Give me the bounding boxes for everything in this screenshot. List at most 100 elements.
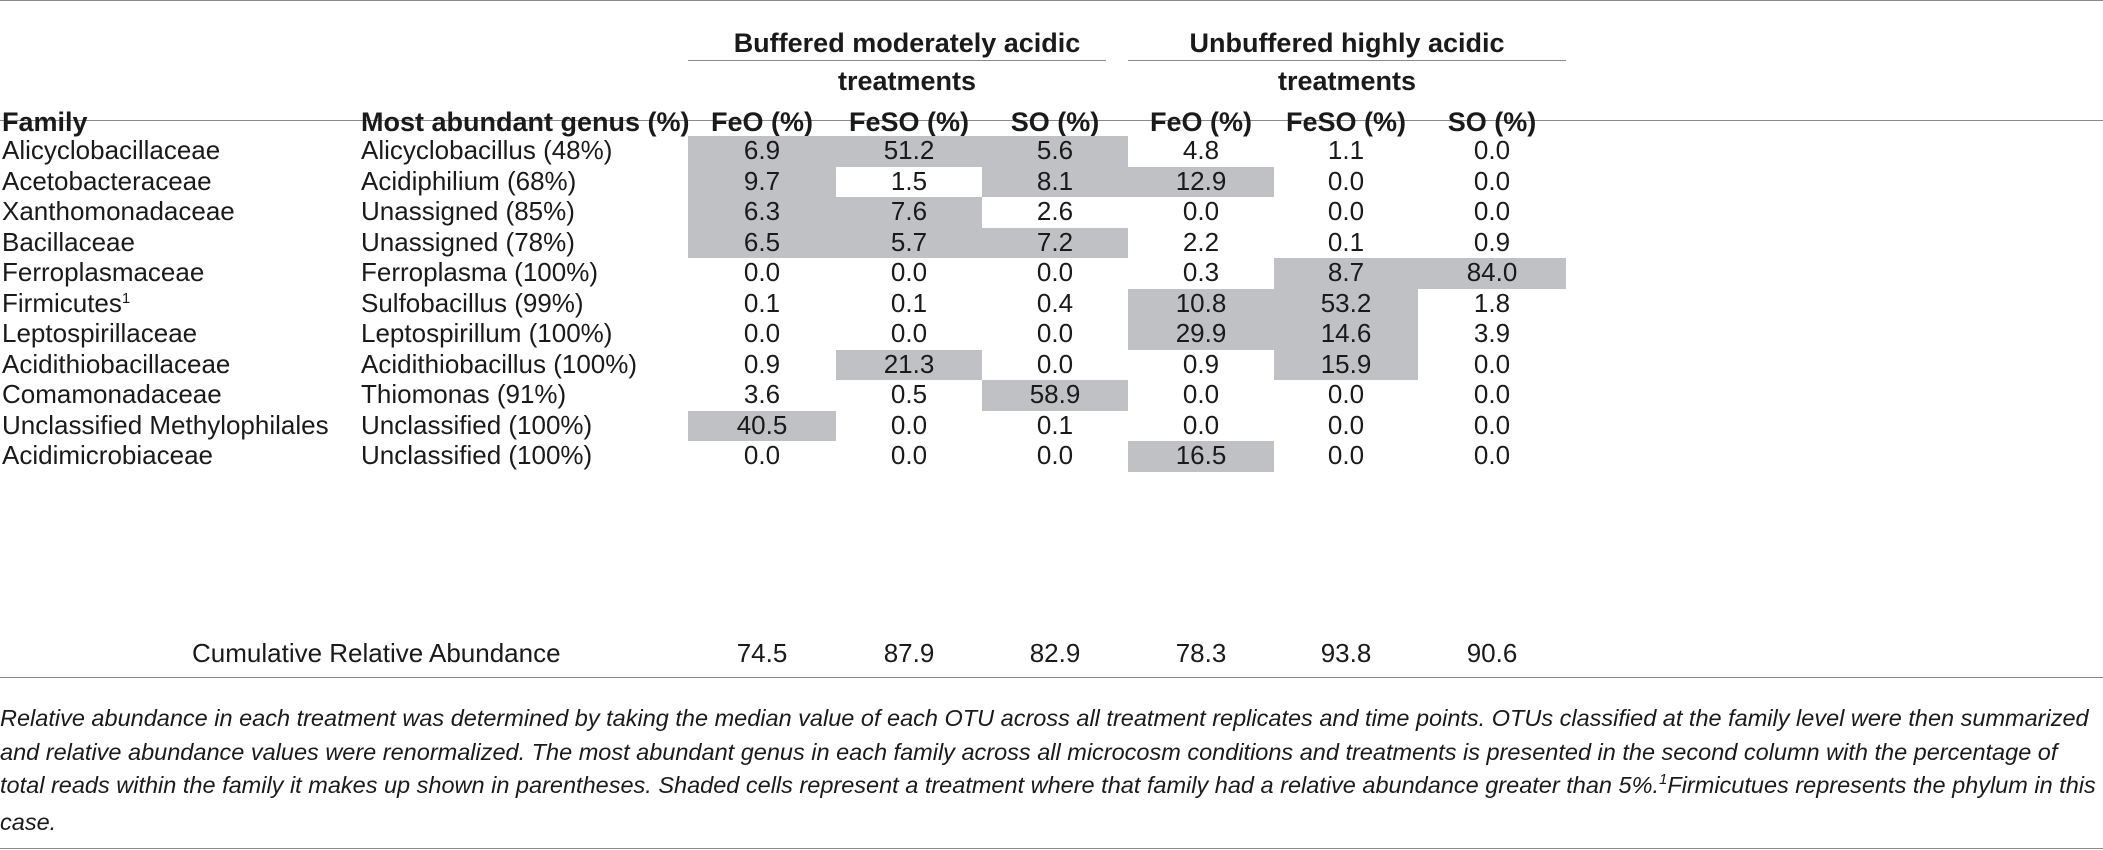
- abundance-value-cell: 10.8: [1175, 287, 1227, 318]
- abundance-value-cell: 0.0: [1327, 440, 1365, 470]
- abundance-value-cell: 3.6: [743, 379, 781, 409]
- abundance-value-cell: 0.9: [743, 348, 781, 379]
- abundance-value-cell: 8.7: [1327, 257, 1365, 287]
- abundance-value-cell: 40.5: [736, 409, 788, 440]
- shaded-cell-background: [982, 136, 1128, 167]
- group-header-unbuffered: Unbuffered highly acidic treatments: [1189, 28, 1505, 96]
- family-name: Acetobacteraceae: [2, 165, 212, 196]
- abundance-value-cell: 58.9: [1029, 379, 1081, 409]
- abundance-value-cell: 6.3: [743, 196, 781, 226]
- abundance-value-cell: 16.5: [1175, 440, 1227, 470]
- abundance-value-cell: 5.6: [1036, 135, 1074, 165]
- family-cell: Xanthomonadaceae: [2, 191, 235, 232]
- abundance-value-cell: 0.0: [1327, 196, 1365, 226]
- shaded-cell-background: [1128, 319, 1274, 350]
- table-row: Alicyclobacillaceae Alicyclobacillus (48%…: [0, 130, 2103, 171]
- column-header-buffered-so: SO (%): [1010, 107, 1100, 137]
- footnote-text: Relative abundance in each treatment was…: [0, 705, 2089, 798]
- footnote-tail: Firmicutues represents the phylum in thi…: [0, 772, 2096, 835]
- genus-cell: Unassigned (78%): [361, 226, 575, 257]
- family-name: Unclassified Methylophilales: [2, 409, 329, 440]
- abundance-value-cell: 0.0: [1036, 348, 1074, 379]
- group-header-buffered: Buffered moderately acidic treatments: [733, 28, 1081, 96]
- table-row: Firmicutes1 Sulfobacillus (99%) 0.1 0.1 0.4 1…: [0, 283, 2103, 324]
- shaded-cell-background: [688, 136, 836, 167]
- abundance-value-cell: 0.0: [1473, 409, 1511, 440]
- family-cell: Leptospirillaceae: [2, 313, 197, 354]
- abundance-value-cell: 0.0: [743, 318, 781, 348]
- abundance-value-cell: 8.1: [1036, 165, 1074, 196]
- column-header-family: Family: [2, 107, 88, 137]
- family-name: Bacillaceae: [2, 226, 135, 257]
- family-cell: Ferroplasmaceae: [2, 252, 204, 293]
- family-cell: Firmicutes1: [2, 283, 130, 324]
- abundance-value-cell: 5.7: [890, 226, 928, 257]
- abundance-value-cell: 0.0: [1036, 440, 1074, 470]
- abundance-value-cell: 6.9: [743, 135, 781, 165]
- cumulative-value: 87.9: [883, 638, 935, 668]
- unbuffered-group-rule: [1128, 60, 1566, 61]
- abundance-value-cell: 0.3: [1182, 257, 1220, 287]
- bottom-rule: [0, 848, 2103, 849]
- abundance-value-cell: 0.0: [890, 440, 928, 470]
- abundance-value-cell: 0.0: [1182, 379, 1220, 409]
- abundance-value-cell: 0.9: [1182, 348, 1220, 379]
- abundance-value-cell: 3.9: [1473, 318, 1511, 348]
- shaded-cell-background: [688, 166, 836, 197]
- abundance-value-cell: 0.1: [890, 287, 928, 318]
- footnote-marker: 1: [1659, 771, 1668, 788]
- abundance-value-cell: 7.6: [890, 196, 928, 226]
- table-row: Xanthomonadaceae Unassigned (85%) 6.3 7.6 2.…: [0, 191, 2103, 232]
- genus-cell: Unassigned (85%): [361, 196, 575, 226]
- abundance-value-cell: 6.5: [743, 226, 781, 257]
- table-row: Bacillaceae Unassigned (78%) 6.5 5.7 7.2 2.2 0…: [0, 222, 2103, 263]
- shaded-cell-background: [688, 227, 836, 258]
- cumulative-value: 74.5: [736, 638, 788, 668]
- shaded-cell-background: [982, 380, 1128, 411]
- abundance-value-cell: 0.0: [1473, 348, 1511, 379]
- shaded-cell-background: [1128, 166, 1274, 197]
- genus-cell: Ferroplasma (100%): [361, 257, 598, 287]
- family-name: Acidithiobacillaceae: [2, 348, 231, 379]
- abundance-value-cell: 0.0: [1327, 409, 1365, 440]
- abundance-value-cell: 21.3: [883, 348, 935, 379]
- top-rule: [0, 0, 2103, 1]
- abundance-value-cell: 15.9: [1320, 348, 1372, 379]
- abundance-value-cell: 0.0: [1182, 409, 1220, 440]
- abundance-value-cell: 12.9: [1175, 165, 1227, 196]
- abundance-value-cell: 14.6: [1320, 318, 1372, 348]
- abundance-value-cell: 0.9: [1473, 226, 1511, 257]
- abundance-value-cell: 1.8: [1473, 287, 1511, 318]
- shaded-cell-background: [688, 197, 836, 228]
- abundance-value-cell: 0.0: [1473, 440, 1511, 470]
- abundance-value-cell: 0.0: [890, 318, 928, 348]
- family-name: Acidimicrobiaceae: [2, 440, 213, 470]
- genus-cell: Leptospirillum (100%): [361, 318, 613, 348]
- shaded-cell-background: [1274, 258, 1418, 289]
- table-row: Ferroplasmaceae Ferroplasma (100%) 0.0 0.0 0…: [0, 252, 2103, 293]
- cumulative-value: 93.8: [1320, 638, 1372, 668]
- genus-cell: Acidiphilium (68%): [361, 165, 577, 196]
- header-rule: [0, 120, 2103, 121]
- cumulative-label: Cumulative Relative Abundance: [192, 638, 561, 668]
- abundance-value-cell: 0.0: [743, 257, 781, 287]
- family-superscript: 1: [121, 289, 131, 307]
- column-header-unbuffered-feo: FeO (%): [1149, 107, 1252, 137]
- family-cell: Alicyclobacillaceae: [2, 130, 220, 171]
- genus-cell: Thiomonas (91%): [361, 379, 567, 409]
- abundance-value-cell: 0.1: [743, 287, 781, 318]
- family-name: Firmicutes: [2, 287, 122, 318]
- buffered-group-rule: [688, 60, 1106, 61]
- abundance-value-cell: 53.2: [1320, 287, 1372, 318]
- family-cell: Acidithiobacillaceae: [2, 344, 230, 385]
- family-cell: Bacillaceae: [2, 222, 135, 263]
- abundance-value-cell: 0.1: [1036, 409, 1074, 440]
- abundance-value-cell: 2.2: [1182, 226, 1220, 257]
- table-row: Leptospirillaceae Leptospirillum (100%) 0.…: [0, 313, 2103, 354]
- abundance-value-cell: 0.1: [1327, 226, 1365, 257]
- shaded-cell-background: [836, 197, 982, 228]
- shaded-cell-background: [982, 227, 1128, 258]
- column-header-buffered-feo: FeO (%): [710, 107, 813, 137]
- column-header-unbuffered-so: SO (%): [1447, 107, 1537, 137]
- table-row: Acetobacteraceae Acidiphilium (68%) 9.7 1.5…: [0, 161, 2103, 202]
